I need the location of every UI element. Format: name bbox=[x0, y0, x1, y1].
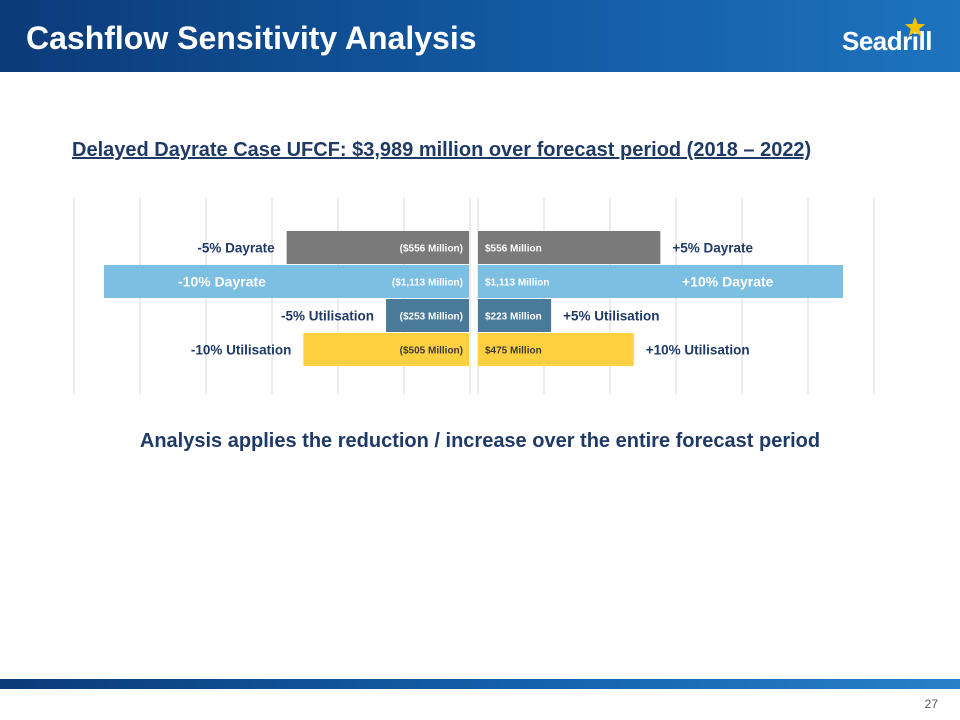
bar-utilisation-5-negative bbox=[386, 299, 469, 332]
star-icon bbox=[904, 16, 926, 37]
category-label-utilisation-5-negative: -5% Utilisation bbox=[281, 309, 374, 324]
category-label-utilisation-5-positive: +5% Utilisation bbox=[563, 309, 659, 324]
bar-dayrate-10-negative bbox=[104, 265, 469, 298]
data-label-dayrate-5-positive: $556 Million bbox=[485, 244, 542, 255]
bar-dayrate-5-positive bbox=[478, 231, 661, 264]
category-label-dayrate-5-negative: -5% Dayrate bbox=[197, 241, 275, 256]
chart-subtitle: Delayed Dayrate Case UFCF: $3,989 millio… bbox=[72, 139, 812, 161]
footer-bar bbox=[0, 679, 960, 689]
bar-utilisation-10-positive bbox=[478, 333, 634, 366]
data-label-dayrate-10-negative: ($1,113 Million) bbox=[392, 278, 463, 289]
category-label-utilisation-10-positive: +10% Utilisation bbox=[646, 343, 750, 358]
header-banner: Cashflow Sensitivity Analysis Seadrill bbox=[0, 0, 960, 72]
analysis-note: Analysis applies the reduction / increas… bbox=[139, 430, 821, 452]
data-label-dayrate-5-negative: ($556 Million) bbox=[400, 244, 463, 255]
category-label-dayrate-5-positive: +5% Dayrate bbox=[672, 241, 753, 256]
data-label-utilisation-10-positive: $475 Million bbox=[485, 346, 542, 357]
data-label-utilisation-10-negative: ($505 Million) bbox=[400, 346, 463, 357]
slide-title: Cashflow Sensitivity Analysis bbox=[26, 20, 477, 56]
category-label-dayrate-10-negative: -10% Dayrate bbox=[178, 274, 266, 290]
bar-dayrate-10-positive bbox=[478, 265, 843, 298]
page-number: 27 bbox=[924, 697, 938, 711]
category-label-utilisation-10-negative: -10% Utilisation bbox=[191, 343, 292, 358]
bar-utilisation-5-positive bbox=[478, 299, 552, 332]
bar-dayrate-5-negative bbox=[286, 231, 469, 264]
data-label-dayrate-10-positive: $1,113 Million bbox=[485, 278, 549, 289]
seadrill-logo: Seadrill bbox=[842, 16, 938, 58]
bar-utilisation-10-negative bbox=[303, 333, 469, 366]
data-label-utilisation-5-positive: $223 Million bbox=[485, 312, 542, 323]
category-label-dayrate-10-positive: +10% Dayrate bbox=[682, 274, 774, 290]
data-label-utilisation-5-negative: ($253 Million) bbox=[400, 312, 463, 323]
